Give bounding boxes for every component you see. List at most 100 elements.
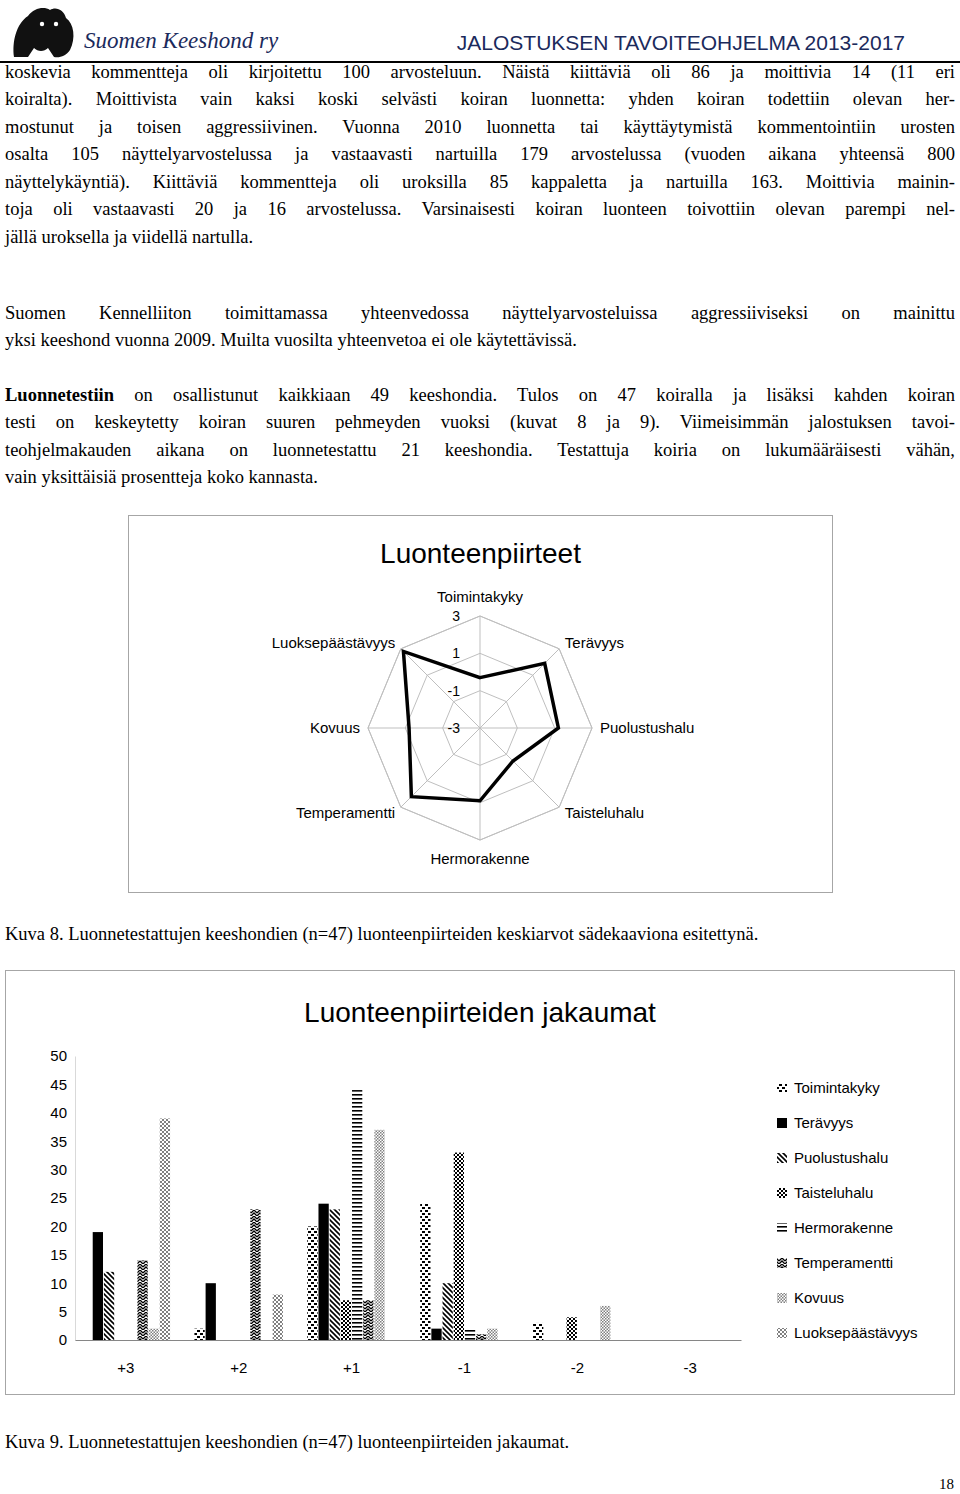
chart-title: Luonteenpiirteet [380,538,581,569]
category-label: Kovuus [310,719,360,736]
bar [431,1329,441,1340]
text-line: jällä uroksella ja viidellä nartulla. [5,224,955,251]
x-tick-label: -2 [571,1359,584,1376]
category-label: Taisteluhalu [565,804,644,821]
bar [668,1340,678,1341]
bar [341,1300,351,1340]
chart-frame [129,516,833,893]
y-tick: 5 [59,1303,75,1320]
y-tick: 45 [50,1076,75,1093]
header-title: JALOSTUKSEN TAVOITEOHJELMA 2013-2017 [457,28,905,58]
y-tick-label: 10 [50,1275,67,1292]
legend-swatch [777,1188,787,1198]
text-line: toja oli vastaavasti 20 ja 16 arvostelus… [5,196,955,223]
legend-label: Taisteluhalu [794,1184,873,1201]
bar [273,1295,283,1340]
legend-label: Hermorakenne [794,1219,893,1236]
category-label: Luoksepäästävyys [272,634,395,651]
bold-lead: Luonnetestiin [5,385,114,405]
y-tick-label: 40 [50,1104,67,1121]
legend: ToimintakykyTerävyysPuolustushaluTaistel… [777,1079,917,1341]
bar [330,1209,340,1340]
bar [476,1334,486,1340]
legend-label: Puolustushalu [794,1149,888,1166]
text-line: koiralta). Moittivista vain kaksi koski … [5,86,955,113]
bar [160,1118,170,1340]
axis-boundary [368,616,592,840]
x-tick: +1 [343,1340,360,1376]
bar [533,1323,543,1340]
bar [363,1300,373,1340]
y-tick: 20 [50,1218,75,1235]
bar [206,1283,216,1340]
legend-swatch [777,1328,787,1338]
bar [465,1329,475,1340]
spoke [480,728,559,807]
text-line: Suomen Kennelliiton toimittamassa yhteen… [5,300,955,327]
bar [307,1226,317,1340]
y-tick: 30 [50,1161,75,1178]
bar [713,1340,723,1341]
bar [149,1329,159,1340]
page-number: 18 [939,1474,954,1494]
y-tick-label: 25 [50,1189,67,1206]
x-tick: -1 [458,1340,471,1376]
bar [318,1204,328,1340]
y-tick-label: 35 [50,1133,67,1150]
bar [487,1329,497,1340]
text-line: koskevia kommentteja oli kirjoitettu 100… [5,59,955,86]
bar [420,1204,430,1340]
bar [702,1340,712,1341]
logo-dog [14,8,74,57]
legend-swatch [777,1258,787,1268]
spoke [480,649,559,728]
x-axis-line [76,1340,742,1341]
y-tick-label: 15 [50,1246,67,1263]
bar [567,1317,577,1340]
bar [104,1272,114,1340]
text-line: osalta 105 näyttelyarvostelussa ja vasta… [5,141,955,168]
logo-eye [40,22,44,26]
bar [82,1340,92,1341]
bar [611,1340,621,1341]
text-line: yksi keeshond vuonna 2009. Muilta vuosil… [5,327,955,354]
y-tick-label: 30 [50,1161,67,1178]
y-tick: 15 [50,1246,75,1263]
spoke [401,649,480,728]
radar-chart: Luonteenpiirteet-3-113ToimintakykyTerävy… [128,515,833,893]
chart-title: Luonteenpiirteiden jakaumat [304,997,656,1028]
caption: Kuva 8. Luonnetestattujen keeshondien (n… [5,921,758,948]
legend-swatch [777,1118,787,1128]
x-tick-label: +2 [230,1359,247,1376]
category-label: Terävyys [565,634,624,651]
y-tick: 0 [59,1331,75,1348]
y-tick: 35 [50,1133,75,1150]
legend-swatch [777,1153,787,1163]
y-tick: 50 [50,1047,75,1064]
text-run: on osallistunut kaikkiaan 49 keeshondia.… [114,385,955,405]
text-line: teohjelmakauden aikana on luonnetestattu… [5,437,955,464]
bar [443,1283,453,1340]
bar [352,1090,362,1340]
tick-label: 1 [452,645,460,661]
legend-label: Kovuus [794,1289,844,1306]
bar [657,1340,667,1341]
bar [679,1340,689,1341]
y-tick-label: 50 [50,1047,67,1064]
y-tick-label: 20 [50,1218,67,1235]
text-line: mostunut ja toisen aggressiivinen. Vuonn… [5,114,955,141]
legend-swatch [777,1083,787,1093]
bar [386,1340,396,1341]
legend-swatch [777,1223,787,1233]
bars [93,1090,611,1340]
x-tick-label: -1 [458,1359,471,1376]
bar [555,1340,565,1341]
bar [498,1340,508,1341]
x-tick: -3 [684,1340,697,1376]
category-label: Puolustushalu [600,719,694,736]
bar [261,1340,271,1341]
radar-line [403,651,558,800]
logo-eye [54,22,58,26]
bar [194,1329,204,1340]
bar [137,1260,147,1340]
